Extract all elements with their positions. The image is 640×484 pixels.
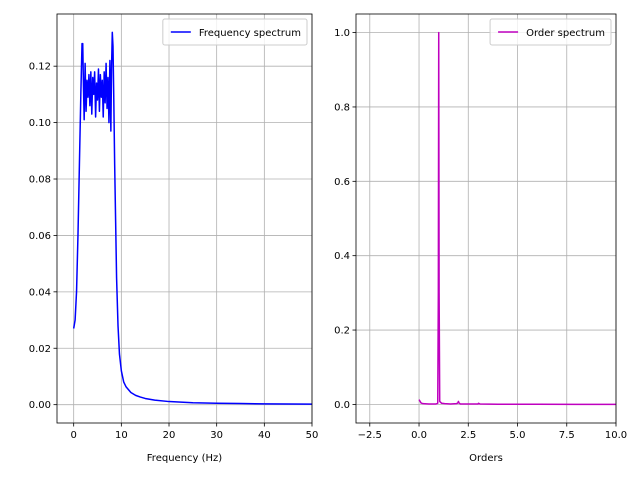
- chart2-xtick-label: 2.5: [460, 430, 476, 441]
- chart1-ytick-label: 0.12: [29, 62, 51, 73]
- chart2-legend-box: [489, 18, 612, 46]
- chart2-xtick-label: 10.0: [605, 430, 627, 441]
- chart1-panel: 0 10 20 30 40 50 0.00 0.02 0.04 0.06 0.08 0.10 0.12 F…: [29, 13, 319, 464]
- chart1-xtick-label: 10: [115, 430, 128, 441]
- chart2-panel: −2.5 0.0 2.5 5.0 7.5 10.0 0.0 0.2 0.4 0.6 0.8 1.0 Or…: [334, 13, 627, 464]
- chart1-xtick-label: 30: [210, 430, 223, 441]
- chart2-axes-frame: [355, 13, 617, 424]
- chart2-series-line: [418, 31, 616, 406]
- chart2-ytick-label: 0.8: [334, 102, 350, 113]
- chart1-xaxis-label: Frequency (Hz): [147, 453, 223, 464]
- chart2-xtick-label: 0.0: [411, 430, 427, 441]
- chart1-ytick-label: 0.10: [29, 118, 51, 129]
- chart2-legend-label: Order spectrum: [526, 28, 605, 39]
- chart2-xaxis-label: Orders: [469, 453, 503, 464]
- chart2-ytick-label: 1.0: [334, 28, 350, 39]
- chart2-xtick-label: −2.5: [358, 430, 382, 441]
- chart1-xtick-label: 40: [258, 430, 271, 441]
- chart2-legend: Order spectrum: [489, 18, 612, 46]
- chart2-xtick-label: 7.5: [559, 430, 575, 441]
- chart1-series-line: [72, 31, 312, 405]
- chart1-xtick-label: 20: [163, 430, 176, 441]
- chart1-axes-frame: [56, 13, 313, 424]
- chart1-ytick-label: 0.08: [29, 175, 51, 186]
- chart1-ytick-label: 0.06: [29, 231, 51, 242]
- chart1-xtick-label: 0: [70, 430, 76, 441]
- chart2-ytick-label: 0.6: [334, 177, 350, 188]
- chart2-ytick-label: 0.4: [334, 251, 350, 262]
- chart2-ytick-label: 0.2: [334, 326, 350, 337]
- chart1-ytick-label: 0.00: [29, 400, 51, 411]
- chart2-xtick-label: 5.0: [510, 430, 526, 441]
- chart1-ytick-label: 0.04: [29, 287, 51, 298]
- chart1-legend: Frequency spectrum: [162, 18, 308, 46]
- chart1-ytick-label: 0.02: [29, 344, 51, 355]
- chart2-ytick-label: 0.0: [334, 400, 350, 411]
- chart1-xtick-label: 50: [306, 430, 319, 441]
- chart1-legend-box: [162, 18, 308, 46]
- chart1-legend-label: Frequency spectrum: [199, 28, 301, 39]
